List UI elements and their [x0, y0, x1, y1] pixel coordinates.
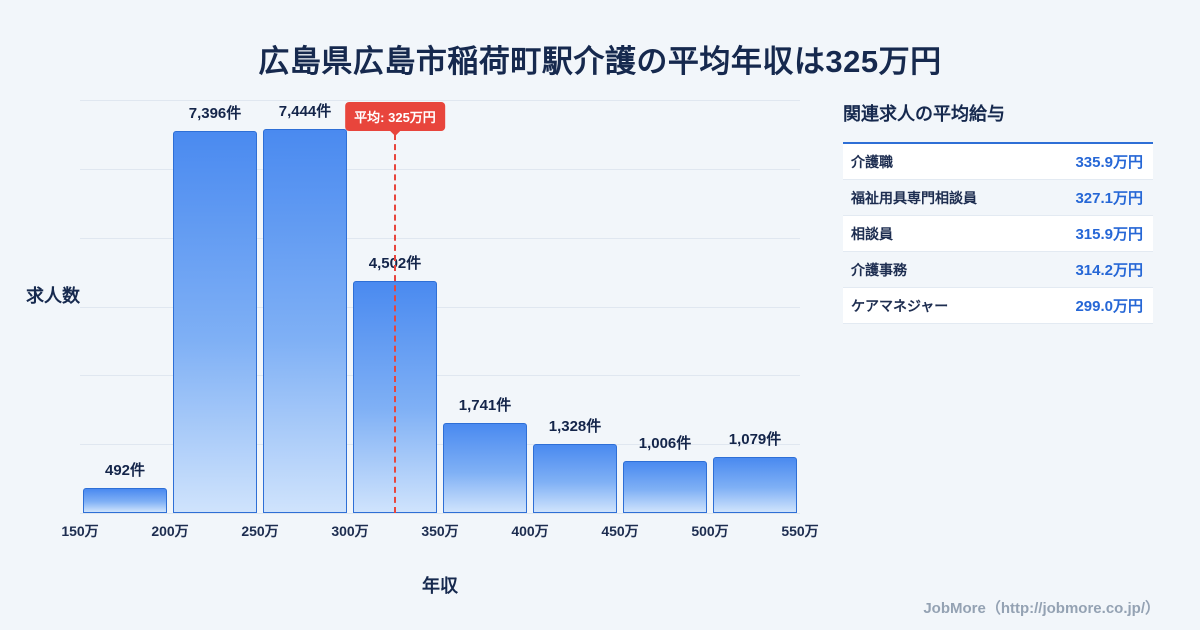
histogram-bar [83, 487, 167, 513]
job-title: 介護職 [851, 153, 893, 170]
histogram-bar [713, 457, 797, 513]
bar-value-label: 1,741件 [458, 397, 512, 415]
average-line [394, 134, 396, 513]
job-title: 相談員 [851, 225, 893, 242]
x-tick-label: 300万 [331, 523, 369, 539]
gridline [80, 513, 800, 514]
gridline [80, 306, 800, 308]
x-tick-label: 400万 [511, 523, 549, 539]
y-axis-label: 求人数 [26, 286, 80, 306]
related-salary-panel: 関連求人の平均給与 介護職 335.9万円福祉用具専門相談員 327.1万円相談員 3… [843, 100, 1153, 324]
salary-value: 315.9万円 [1075, 226, 1143, 243]
x-tick-label: 150万 [61, 523, 99, 539]
salary-table: 介護職 335.9万円福祉用具専門相談員 327.1万円相談員 315.9万円介護事務… [843, 142, 1153, 324]
x-tick-label: 250万 [241, 523, 279, 539]
salary-histogram: 492件 7,396件 7,444件 4,502件 1,741件 1,328件 1,006件… [61, 100, 819, 539]
bar-value-label: 1,328件 [548, 418, 602, 436]
bar-value-label: 1,079件 [728, 431, 782, 449]
x-axis-label: 年収 [422, 576, 458, 596]
page-title: 広島県広島市稲荷町駅介護の平均年収は325万円 [258, 44, 942, 79]
footer-credit: JobMore（http://jobmore.co.jp/） [923, 600, 1160, 617]
average-badge: 平均: 325万円 [345, 102, 445, 131]
histogram-bar [533, 444, 617, 513]
x-tick-label: 350万 [421, 523, 459, 539]
gridline [80, 100, 800, 101]
side-panel-title: 関連求人の平均給与 [843, 104, 1005, 124]
x-tick-label: 200万 [151, 523, 189, 539]
salary-row: 介護事務 314.2万円 [843, 252, 1153, 288]
gridline [80, 375, 800, 377]
salary-row: 相談員 315.9万円 [843, 216, 1153, 252]
bar-value-label: 7,444件 [278, 102, 332, 120]
gridline [80, 444, 800, 446]
job-title: 福祉用具専門相談員 [851, 189, 977, 206]
histogram-bar [443, 423, 527, 513]
x-tick-label: 500万 [691, 523, 729, 539]
salary-value: 327.1万円 [1075, 190, 1143, 207]
salary-row: ケアマネジャー 299.0万円 [843, 288, 1153, 324]
histogram-bar [173, 131, 257, 513]
salary-row: 介護職 335.9万円 [843, 144, 1153, 180]
x-tick-label: 450万 [601, 523, 639, 539]
histogram-bar [263, 128, 347, 513]
bar-value-label: 1,006件 [638, 435, 692, 453]
salary-value: 314.2万円 [1075, 262, 1143, 279]
bar-value-label: 492件 [104, 461, 146, 479]
salary-value: 335.9万円 [1075, 154, 1143, 171]
histogram-bar [623, 461, 707, 513]
job-title: 介護事務 [851, 261, 907, 278]
gridline [80, 237, 800, 239]
job-title: ケアマネジャー [851, 297, 949, 314]
salary-value: 299.0万円 [1075, 298, 1143, 315]
salary-row: 福祉用具専門相談員 327.1万円 [843, 180, 1153, 216]
gridline [80, 168, 800, 170]
bar-value-label: 7,396件 [188, 105, 242, 123]
x-tick-label: 550万 [781, 523, 819, 539]
